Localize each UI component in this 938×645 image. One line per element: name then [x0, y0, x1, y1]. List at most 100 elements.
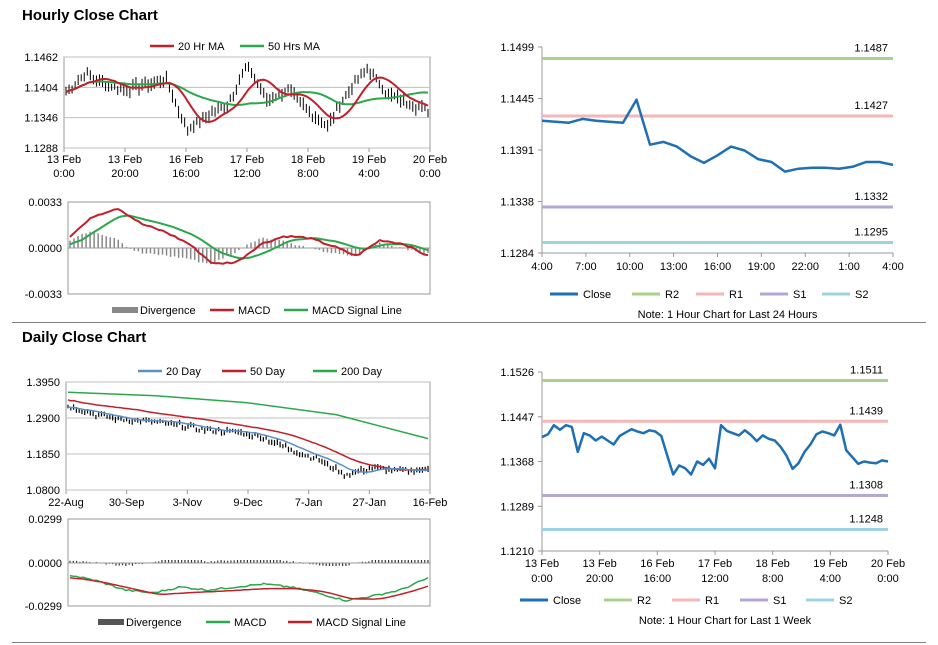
x-tick-label: 0:00 [877, 573, 898, 585]
x-tick-label: 19 Feb [352, 154, 386, 166]
x-tick-label: 16-Feb [413, 497, 448, 509]
x-tick-label: 16:00 [704, 261, 732, 273]
x-tick-label: 18 Feb [291, 154, 325, 166]
y-tick-label: 1.3950 [26, 377, 60, 389]
level-r1-label: 1.1427 [854, 100, 888, 112]
x-tick-label: 19 Feb [813, 558, 847, 570]
legend-50hrs-ma-label: 50 Hrs MA [268, 41, 321, 53]
x-tick-label: 19:00 [748, 261, 776, 273]
legend-close-label: Close [583, 289, 611, 301]
y-tick-label: 1.1338 [500, 197, 534, 209]
y-tick-label: 1.1210 [500, 546, 534, 558]
legend-macd-label: MACD [238, 305, 270, 317]
legend-20-day-label: 20 Day [166, 366, 201, 378]
x-tick-label: 16:00 [644, 573, 672, 585]
y-tick-label: 1.1288 [24, 143, 58, 155]
y-tick-label: 1.1368 [500, 457, 534, 469]
legend-r1-label: R1 [705, 595, 719, 607]
x-tick-label: 18 Feb [756, 558, 790, 570]
x-tick-label: 10:00 [616, 261, 644, 273]
x-tick-label: 0:00 [419, 168, 440, 180]
x-tick-label: 4:00 [820, 573, 841, 585]
x-tick-label: 12:00 [233, 168, 261, 180]
x-tick-label: 16 Feb [640, 558, 674, 570]
x-tick-label: 4:00 [531, 261, 552, 273]
y-tick-label: 0.0033 [28, 197, 62, 209]
close-line [541, 98, 894, 173]
x-tick-label: 16:00 [172, 168, 200, 180]
x-tick-label: 13 Feb [583, 558, 617, 570]
x-tick-label: 17 Feb [230, 154, 264, 166]
level-s2-label: 1.1248 [849, 513, 883, 525]
x-tick-label: 8:00 [297, 168, 318, 180]
y-tick-label: 1.1499 [500, 42, 534, 54]
legend-s1-label: S1 [773, 595, 786, 607]
bottom-divider [12, 642, 926, 643]
macd-line [69, 208, 429, 265]
macd-line [69, 574, 429, 602]
x-tick-label: 13 Feb [47, 154, 81, 166]
x-tick-label: 0:00 [53, 168, 74, 180]
x-tick-label: 9-Dec [233, 497, 263, 509]
daily-section-title: Daily Close Chart [22, 329, 147, 346]
x-tick-label: 0:00 [531, 573, 552, 585]
x-tick-label: 8:00 [762, 573, 783, 585]
legend-divergence-label: Divergence [126, 617, 182, 629]
y-tick-label: 1.1447 [500, 412, 534, 424]
x-tick-label: 22-Aug [48, 497, 83, 509]
x-tick-label: 27-Jan [353, 497, 387, 509]
section-divider [12, 322, 926, 323]
x-tick-label: 7:00 [575, 261, 596, 273]
y-tick-label: 1.1284 [500, 248, 534, 260]
y-tick-label: 1.1346 [24, 113, 58, 125]
y-tick-label: 1.1391 [500, 145, 534, 157]
x-tick-label: 13:00 [660, 261, 688, 273]
y-tick-label: 1.1289 [500, 501, 534, 513]
y-tick-label: 1.1404 [24, 82, 58, 94]
level-r1-label: 1.1439 [849, 405, 883, 417]
chart-note: Note: 1 Hour Chart for Last 24 Hours [638, 309, 818, 321]
x-tick-label: 12:00 [701, 573, 729, 585]
legend-s1-label: S1 [793, 289, 806, 301]
legend-50-day-label: 50 Day [250, 366, 285, 378]
y-tick-label: 1.1445 [500, 94, 534, 106]
chart-note: Note: 1 Hour Chart for Last 1 Week [639, 615, 812, 627]
legend-s2-label: S2 [839, 595, 852, 607]
x-tick-label: 7-Jan [295, 497, 323, 509]
macd-signal-line [69, 577, 429, 600]
x-tick-label: 20 Feb [413, 154, 447, 166]
x-tick-label: 30-Sep [109, 497, 144, 509]
y-tick-label: 0.0000 [28, 243, 62, 255]
ma-200-day-line [67, 391, 429, 440]
level-s1-label: 1.1332 [854, 191, 888, 203]
legend-s2-label: S2 [855, 289, 868, 301]
y-tick-label: 1.1462 [24, 52, 58, 64]
x-tick-label: 17 Feb [698, 558, 732, 570]
legend-r2-label: R2 [637, 595, 651, 607]
legend-divergence-swatch [112, 307, 138, 313]
legend-macd-signal-label: MACD Signal Line [316, 617, 406, 629]
x-tick-label: 3-Nov [173, 497, 203, 509]
x-tick-label: 20:00 [586, 573, 614, 585]
legend-r1-label: R1 [729, 289, 743, 301]
level-s1-label: 1.1308 [849, 479, 883, 491]
y-tick-label: 0.0000 [28, 558, 62, 570]
ma-50-day-line [67, 399, 428, 471]
close-line [541, 423, 889, 476]
ma-20-day-line [67, 405, 429, 474]
y-tick-label: 1.0800 [26, 485, 60, 497]
x-tick-label: 20 Feb [871, 558, 905, 570]
y-tick-label: 0.0299 [28, 514, 62, 526]
y-tick-label: -0.0033 [25, 289, 62, 301]
legend-r2-label: R2 [665, 289, 679, 301]
legend-divergence-label: Divergence [140, 305, 196, 317]
y-tick-label: -0.0299 [25, 601, 62, 613]
level-s2-label: 1.1295 [854, 226, 888, 238]
x-tick-label: 4:00 [882, 261, 903, 273]
x-tick-label: 13 Feb [108, 154, 142, 166]
